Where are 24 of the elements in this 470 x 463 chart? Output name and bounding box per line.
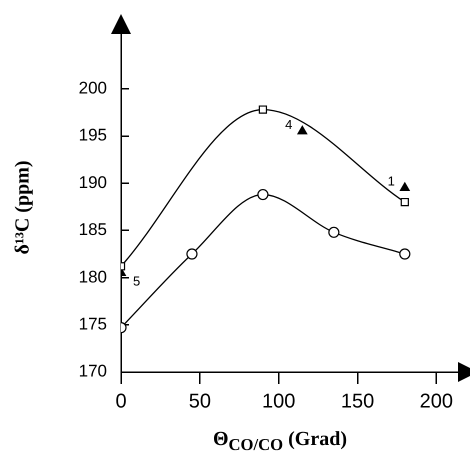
point xyxy=(258,105,268,114)
annotation: 1 xyxy=(388,174,395,189)
x-tick-label: 0 xyxy=(115,390,127,413)
x-tick-label: 150 xyxy=(340,390,374,413)
y-tick-label: 175 xyxy=(78,314,107,334)
x-tick-label: 100 xyxy=(262,390,296,413)
annotation: 5 xyxy=(133,273,140,288)
x-tick-label: 50 xyxy=(188,390,211,413)
y-tick-label: 190 xyxy=(78,172,107,192)
y-axis-title: δ¹³C (ppm) xyxy=(12,159,34,257)
annotation: 4 xyxy=(285,116,292,132)
point xyxy=(400,198,409,206)
point xyxy=(399,248,410,260)
point xyxy=(297,126,308,134)
y-tick-label: 170 xyxy=(78,362,107,381)
y-tick-label: 195 xyxy=(78,126,107,145)
point xyxy=(400,182,410,192)
point xyxy=(257,188,269,200)
y-tick-label: 180 xyxy=(78,267,107,286)
point xyxy=(328,226,340,238)
y-tick-label: 185 xyxy=(78,220,107,240)
x-axis-title: Θ$_{CO/CO}$ (Grad) xyxy=(212,428,348,455)
y-tick-label: 200 xyxy=(78,78,107,98)
x-tick-label: 200 xyxy=(420,390,454,413)
